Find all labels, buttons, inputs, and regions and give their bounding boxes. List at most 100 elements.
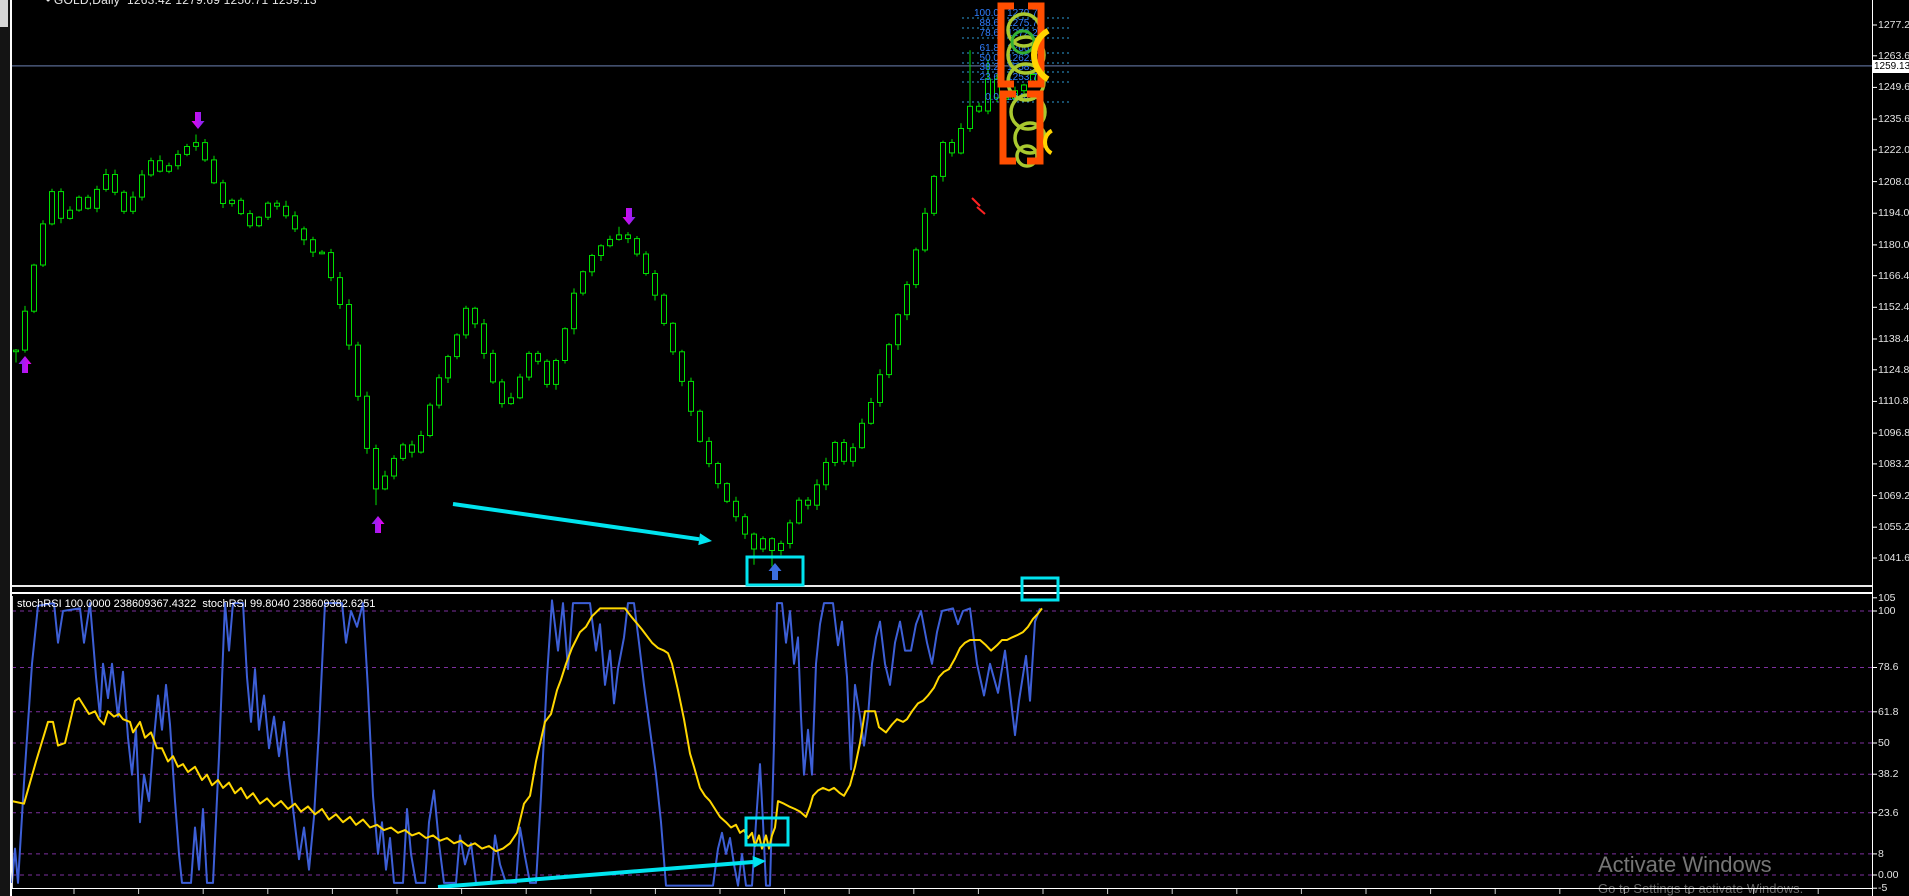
candle-body <box>814 484 820 506</box>
fib-level-value: - 1266.38 <box>1001 43 1044 54</box>
candle-body <box>913 249 919 286</box>
candle-body <box>319 251 325 255</box>
candle-body <box>247 213 253 227</box>
candle-body <box>445 356 451 379</box>
candle-body <box>175 153 181 167</box>
cyan-trend-arrow[interactable] <box>452 502 700 542</box>
candle-body <box>805 499 811 506</box>
time-axis[interactable] <box>12 889 1872 896</box>
candle-body <box>148 160 154 176</box>
candle-body <box>850 447 856 462</box>
candle-body <box>112 174 118 193</box>
candle-body <box>364 395 370 449</box>
signal-arrow-up <box>371 516 385 533</box>
candle-body <box>220 182 226 205</box>
candle-body <box>904 284 910 316</box>
price-scale-label: 1263.60 <box>1878 49 1909 62</box>
indicator-scale-label: 8 <box>1878 847 1884 860</box>
candle-body <box>670 322 676 353</box>
fib-level-label: 78.6 <box>980 28 1000 39</box>
candle-body <box>715 463 721 485</box>
candle-body <box>58 191 64 219</box>
candle-body <box>895 314 901 346</box>
window-separator[interactable] <box>12 585 1872 587</box>
candle-body <box>787 522 793 545</box>
candle-body <box>472 307 478 325</box>
chart-left-border <box>10 0 12 896</box>
fib-level-value: - 1275.74 <box>1001 18 1044 29</box>
candle-body <box>1021 84 1027 92</box>
candle-body <box>382 475 388 490</box>
candle-body <box>589 255 595 273</box>
price-scale-label: 1166.40 <box>1878 269 1909 282</box>
right-bracket-annotation[interactable] <box>1028 2 1045 88</box>
left-bracket-annotation[interactable] <box>997 2 1014 88</box>
red-mark <box>976 206 986 215</box>
bid-price-tag: 1259.13 <box>1872 60 1909 73</box>
candle-body <box>508 397 514 405</box>
indicator-scale-label: 78.6 <box>1878 661 1899 674</box>
annotations[interactable] <box>18 112 1060 889</box>
candle-body <box>985 78 991 112</box>
candle-body <box>526 352 532 378</box>
fib-level-label: 100.0 <box>974 8 999 19</box>
candle-body <box>418 435 424 453</box>
candle-body <box>976 105 982 112</box>
fib-level-value: - 1262.26 <box>1001 53 1044 64</box>
candle-body <box>310 239 316 253</box>
fib-level-label: 61.8 <box>980 43 1000 54</box>
candle-body <box>751 533 757 550</box>
price-scale-label: 1152.40 <box>1878 301 1909 314</box>
arc-annotation[interactable] <box>1043 127 1073 157</box>
candle-body <box>85 196 91 209</box>
indicator-line <box>11 599 1041 887</box>
price-scale-label: 1249.60 <box>1878 81 1909 94</box>
candle-body <box>481 323 487 354</box>
candle-body <box>616 234 622 240</box>
candle-body <box>211 159 217 184</box>
indicator-scale-label: -5 <box>1878 882 1888 895</box>
window-separator[interactable] <box>12 592 1872 594</box>
signal-arrow-up <box>18 356 32 373</box>
candle-body <box>949 142 955 154</box>
cyan-rect-annotation[interactable] <box>745 555 805 587</box>
candle-body <box>76 196 82 211</box>
indicator-scale-label: 38.2 <box>1878 768 1899 781</box>
cyan-arrow-head <box>752 856 766 868</box>
candle-body <box>688 380 694 412</box>
cyan-rect-annotation[interactable] <box>1020 576 1060 602</box>
candle-body <box>274 202 280 207</box>
candle-body <box>427 404 433 437</box>
candle-body <box>958 128 964 154</box>
candle-body <box>454 334 460 358</box>
cyan-trend-arrow[interactable] <box>437 860 754 889</box>
candle-body <box>67 209 73 219</box>
price-scale-label: 1096.80 <box>1878 427 1909 440</box>
right-bracket-annotation[interactable] <box>1027 90 1044 165</box>
candlestick-series <box>13 50 1045 567</box>
price-scale-label: 1110.80 <box>1878 395 1909 408</box>
candle-body <box>643 253 649 274</box>
candle-body <box>301 228 307 241</box>
price-scale-label: 1180.00 <box>1878 238 1909 251</box>
price-scale[interactable]: 1277.20 1263.60 1249.60 1235.60 1222.00 1208.… <box>1872 0 1909 896</box>
left-bracket-annotation[interactable] <box>999 90 1016 165</box>
arc-annotation[interactable] <box>1031 24 1093 86</box>
candle-body <box>49 191 55 225</box>
indicator-scale-label: 105 <box>1878 591 1896 604</box>
price-scale-label: 1208.00 <box>1878 175 1909 188</box>
indicator-line <box>11 607 1043 853</box>
candle-body <box>202 142 208 161</box>
candle-body <box>283 205 289 217</box>
indicator-scale-label: 61.8 <box>1878 705 1899 718</box>
cyan-rect-annotation[interactable] <box>744 816 790 847</box>
candle-body <box>940 142 946 177</box>
candle-body <box>544 360 550 385</box>
candle-body <box>490 352 496 383</box>
price-scale-label: 1069.20 <box>1878 489 1909 502</box>
drawn-objects[interactable] <box>971 2 1093 215</box>
candle-body <box>355 344 361 397</box>
